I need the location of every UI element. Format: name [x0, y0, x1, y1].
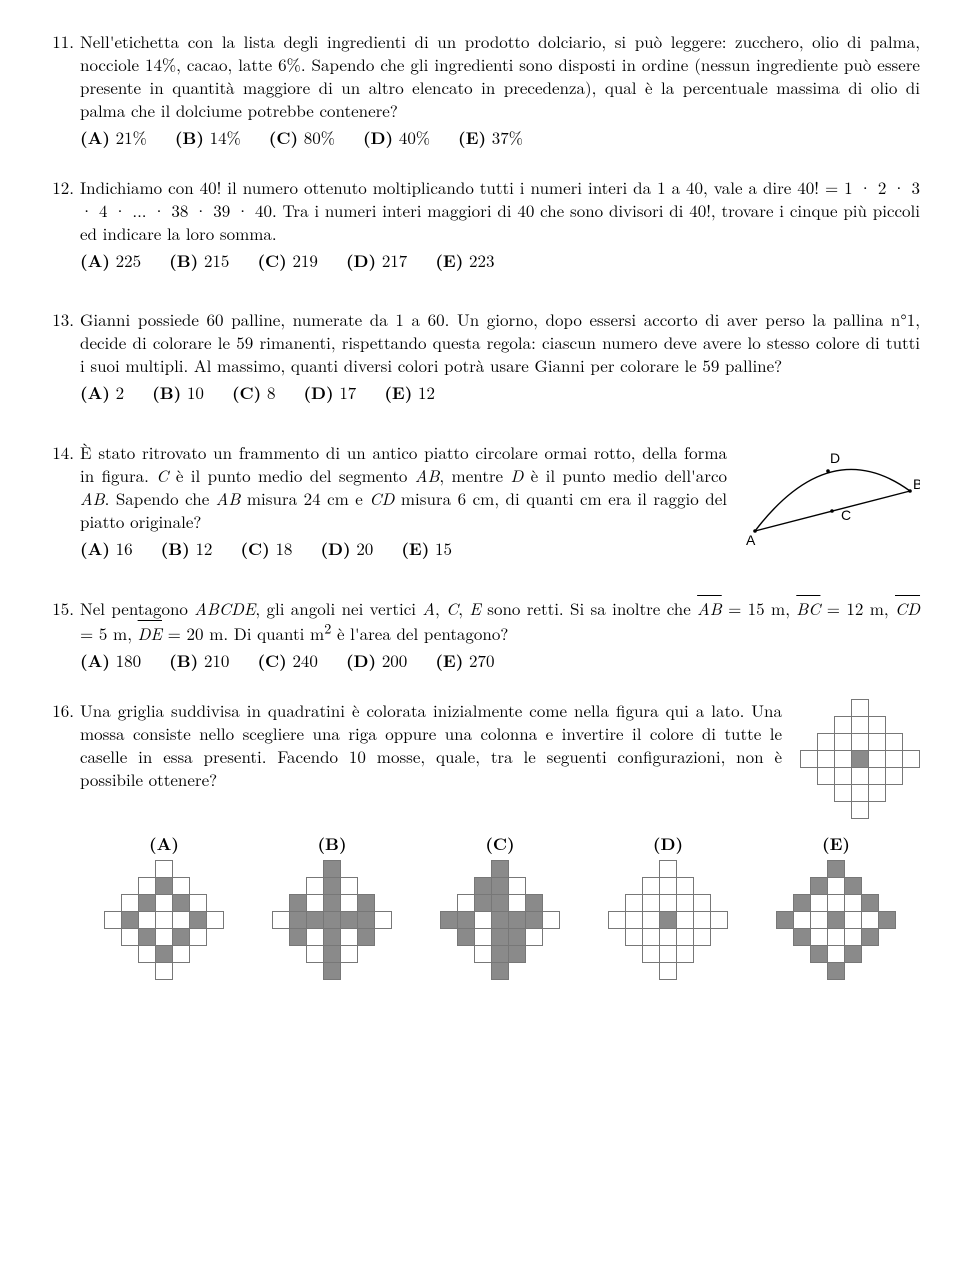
problem-text: Una griglia suddivisa in quadratini è co…	[80, 698, 782, 791]
option-b: (B) 14%	[175, 126, 241, 150]
problem-number: 13.	[40, 308, 80, 405]
option-a: (A) 225	[80, 249, 141, 273]
option-e: (E) 12	[384, 381, 435, 405]
option-c: (C) 80%	[269, 126, 335, 150]
problem-14: 14. È stato ritrovato un frammento di un…	[40, 441, 920, 561]
option-c: (C) 219	[257, 249, 318, 273]
options-row: (A) 180 (B) 210 (C) 240 (D) 200 (E) 270	[80, 649, 920, 673]
options-row: (A) 2 (B) 10 (C) 8 (D) 17 (E) 12	[80, 381, 920, 405]
problem-text: Indichiamo con 40! il numero ottenuto mo…	[80, 175, 920, 245]
problem-number: 16.	[40, 699, 80, 980]
option-c: (C) 18	[240, 537, 292, 561]
option-e: (E) 270	[435, 649, 494, 673]
option-c: (C) 240	[257, 649, 318, 673]
option-b: (B) 12	[161, 537, 213, 561]
option-d: (D) 200	[346, 649, 407, 673]
options-row: (A) 225 (B) 215 (C) 219 (D) 217 (E) 223	[80, 249, 920, 273]
option-b: (B) 215	[169, 249, 229, 273]
problem-number: 12.	[40, 176, 80, 273]
problem-number: 14.	[40, 441, 80, 561]
option-a: (A) 16	[80, 537, 133, 561]
option-e: (E) 37%	[458, 126, 523, 150]
svg-text:B: B	[913, 476, 920, 492]
problem-15: 15. Nel pentagono ABCDE, gli angoli nei …	[40, 597, 920, 673]
problem-text: Nel pentagono ABCDE, gli angoli nei vert…	[80, 596, 920, 646]
arc-figure: A B C D	[745, 441, 920, 561]
svg-text:A: A	[746, 532, 756, 548]
problem-16: 16. Una griglia suddivisa in quadratini …	[40, 699, 920, 980]
initial-grid-figure	[800, 699, 920, 819]
option-a: (A) 180	[80, 649, 141, 673]
option-e: (E) 223	[435, 249, 494, 273]
option-b: (B) 210	[169, 649, 229, 673]
problem-11: 11. Nell'etichetta con la lista degli in…	[40, 30, 920, 150]
problem-text: Nell'etichetta con la lista degli ingred…	[80, 29, 920, 122]
option-d: (D) 40%	[363, 126, 430, 150]
options-row: (A) 21% (B) 14% (C) 80% (D) 40% (E) 37%	[80, 126, 920, 150]
svg-text:C: C	[841, 507, 851, 523]
option-d: (D) 17	[303, 381, 356, 405]
problem-text: È stato ritrovato un frammento di un ant…	[80, 440, 727, 533]
problem-12: 12. Indichiamo con 40! il numero ottenut…	[40, 176, 920, 273]
option-a: (A) 21%	[80, 126, 147, 150]
problem-text: Gianni possiede 60 palline, numerate da …	[80, 307, 920, 377]
problem-number: 15.	[40, 597, 80, 673]
option-b-grid: (B)	[272, 833, 392, 980]
problem-13: 13. Gianni possiede 60 palline, numerate…	[40, 308, 920, 405]
option-a-grid: (A)	[104, 833, 224, 980]
option-e-grid: (E)	[776, 833, 896, 980]
option-c: (C) 8	[232, 381, 276, 405]
option-d-grid: (D)	[608, 833, 728, 980]
option-b: (B) 10	[152, 381, 204, 405]
option-e: (E) 15	[401, 537, 452, 561]
option-a: (A) 2	[80, 381, 124, 405]
option-d: (D) 20	[320, 537, 373, 561]
svg-text:D: D	[830, 450, 840, 466]
problem-number: 11.	[40, 30, 80, 150]
option-d: (D) 217	[346, 249, 407, 273]
options-row: (A) 16 (B) 12 (C) 18 (D) 20 (E) 15	[80, 537, 727, 561]
option-grids: (A) (B) (C) (D) (E)	[80, 833, 920, 980]
option-c-grid: (C)	[440, 833, 560, 980]
